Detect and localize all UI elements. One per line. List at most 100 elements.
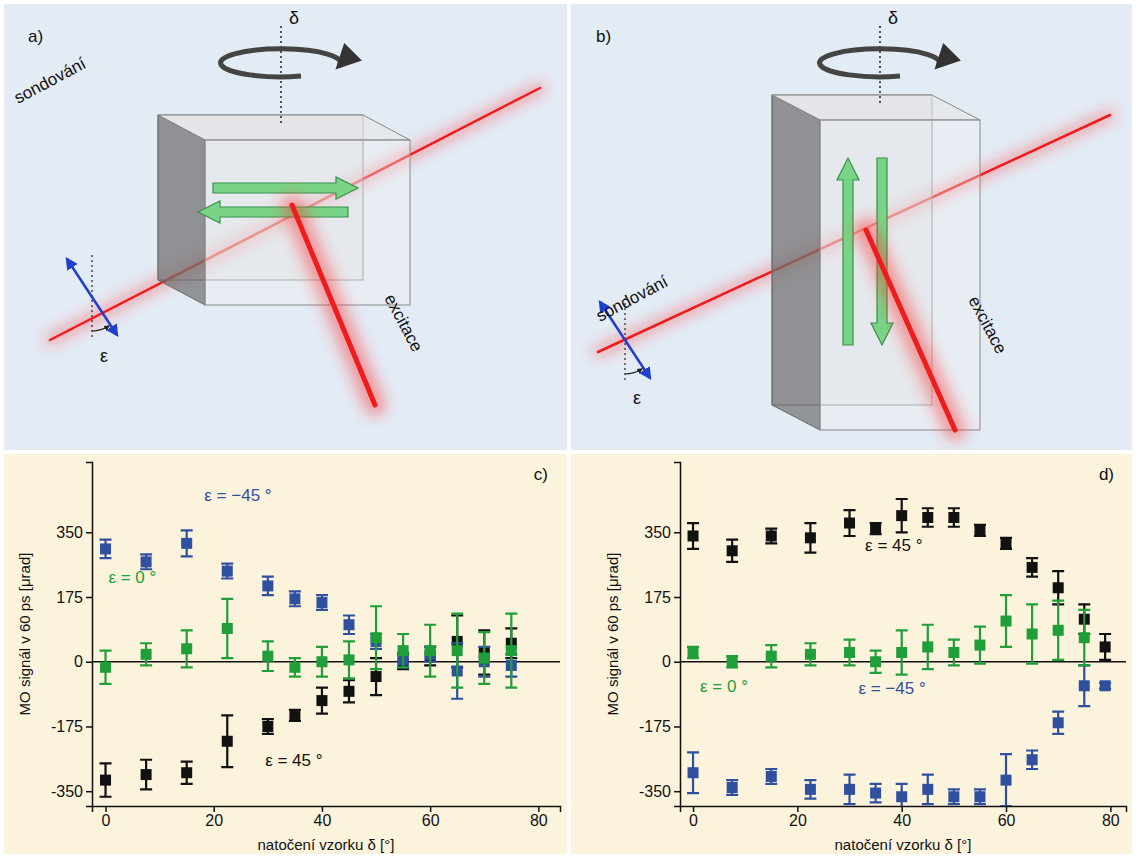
panel-label: b) <box>596 27 611 46</box>
series-label: ε = 45 ° <box>865 536 922 555</box>
y-tick-label: 175 <box>644 589 671 606</box>
error-bar <box>100 540 112 558</box>
spin-arrow <box>198 201 348 223</box>
excitation-label: excitace <box>380 291 426 355</box>
series-label: ε = 45 ° <box>265 751 322 770</box>
data-point <box>1001 616 1012 627</box>
data-point <box>316 656 327 667</box>
error-bar <box>726 540 738 562</box>
y-tick-mark <box>86 791 92 793</box>
data-point <box>727 782 738 793</box>
crystal-top <box>158 115 410 140</box>
data-point <box>1053 717 1064 728</box>
data-point <box>100 775 111 786</box>
error-bar <box>922 508 934 526</box>
error-bar <box>424 625 436 677</box>
y-tick-mark <box>86 661 92 663</box>
error-bar <box>804 780 816 798</box>
error-bar <box>262 719 274 734</box>
panel-background <box>4 454 567 854</box>
data-point <box>181 767 192 778</box>
y-tick-label: -350 <box>639 783 671 800</box>
x-tick-label: 20 <box>789 812 807 829</box>
series <box>687 595 1090 675</box>
y-axis-line <box>674 463 681 807</box>
data-point <box>922 512 933 523</box>
error-bar <box>505 614 517 688</box>
series <box>100 599 518 688</box>
data-point <box>506 645 517 656</box>
error-bar <box>948 789 960 804</box>
data-point <box>452 645 463 656</box>
probe-label: sondování <box>593 272 671 326</box>
crystal-side <box>772 95 820 430</box>
error-bar <box>451 614 463 688</box>
data-point <box>805 649 816 660</box>
error-bar <box>974 789 986 804</box>
data-point <box>141 649 152 660</box>
data-point <box>398 645 409 656</box>
error-bar <box>316 595 328 610</box>
data-point <box>343 654 354 665</box>
data-point <box>896 510 907 521</box>
x-tick-mark <box>1006 806 1008 812</box>
data-point <box>766 530 777 541</box>
angle-arc <box>92 326 109 331</box>
x-tick-label: 20 <box>205 812 223 829</box>
plot-marks <box>687 499 1111 806</box>
y-tick: 175 <box>644 589 680 606</box>
beam-glow <box>866 230 955 430</box>
data-point <box>425 645 436 656</box>
error-bar <box>1052 571 1064 604</box>
error-bar <box>140 760 152 790</box>
y-tick: -350 <box>51 783 92 800</box>
data-point <box>289 593 300 604</box>
series <box>100 616 518 797</box>
error-bar <box>896 499 908 532</box>
data-point <box>766 771 777 782</box>
y-tick: -350 <box>639 783 680 800</box>
data-point <box>1053 582 1064 593</box>
data-point <box>289 710 300 721</box>
x-tick-label: 60 <box>998 812 1016 829</box>
series-label: ε = 0 ° <box>700 677 748 696</box>
y-axis-line <box>86 463 93 807</box>
data-point <box>922 641 933 652</box>
y-tick-label: -175 <box>51 718 83 735</box>
data-point <box>262 721 273 732</box>
error-bar <box>765 769 777 784</box>
y-tick-label: -175 <box>639 718 671 735</box>
data-point <box>974 525 985 536</box>
error-bar <box>370 606 382 669</box>
data-point <box>1100 641 1111 652</box>
data-point <box>100 543 111 554</box>
series-label: ε = −45 ° <box>204 486 271 505</box>
error-bar <box>687 647 699 658</box>
error-bar <box>140 554 152 569</box>
x-axis: 020406080 <box>681 806 1127 829</box>
error-bar <box>1099 634 1111 660</box>
error-bar <box>100 763 112 796</box>
diagram: δεsondováníexcitaceb) <box>593 8 1110 430</box>
rotation-arrow <box>221 49 341 77</box>
x-tick: 80 <box>530 806 548 829</box>
x-axis-line <box>93 807 561 813</box>
error-bar <box>397 634 409 667</box>
data-point <box>870 788 881 799</box>
data-point <box>1001 538 1012 549</box>
error-bar <box>726 656 738 667</box>
data-point <box>479 653 490 664</box>
probe-label: sondování <box>11 54 89 108</box>
error-bar <box>316 647 328 677</box>
data-point <box>727 656 738 667</box>
series <box>687 499 1111 660</box>
beam <box>292 205 375 405</box>
y-tick: 350 <box>644 524 680 541</box>
error-bar <box>896 784 908 806</box>
data-point <box>371 632 382 643</box>
data-point <box>1053 625 1064 636</box>
data-point <box>1027 754 1038 765</box>
error-bar <box>896 630 908 674</box>
data-point <box>870 523 881 534</box>
y-tick: 175 <box>56 589 92 606</box>
